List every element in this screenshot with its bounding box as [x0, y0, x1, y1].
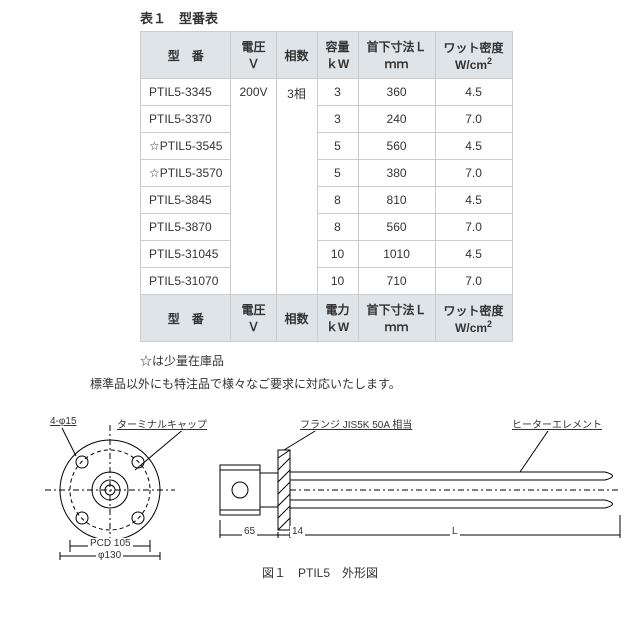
th-model: 型 番	[141, 295, 231, 342]
note-stock: ☆は少量在庫品	[140, 352, 620, 369]
th-model: 型 番	[141, 32, 231, 79]
th-wd: ワット密度W/cm2	[435, 295, 512, 342]
table-row: PTIL5-3845	[141, 187, 231, 214]
label-terminal-cap: ターミナルキャップ	[115, 416, 209, 431]
label-dia: φ130	[96, 550, 123, 561]
label-heater: ヒーターエレメント	[510, 416, 604, 431]
th-phase: 相数	[276, 295, 317, 342]
table-row: ☆PTIL5-3570	[141, 160, 231, 187]
label-14: 14	[290, 526, 305, 537]
label-holes: 4-φ15	[48, 416, 79, 427]
diagram-caption: 図１ PTIL5 外形図	[20, 564, 620, 581]
outline-diagram: 4-φ15 ターミナルキャップ フランジ JIS5K 50A 相当 ヒーターエレ…	[20, 410, 640, 560]
th-voltage: 電圧Ｖ	[231, 32, 276, 79]
label-L: L	[450, 526, 460, 537]
th-length: 首下寸法Ｌｍｍ	[358, 295, 435, 342]
table-row: PTIL5-3345	[141, 79, 231, 106]
table-row: PTIL5-31070	[141, 268, 231, 295]
table-row: ☆PTIL5-3545	[141, 133, 231, 160]
model-table: 型 番 電圧Ｖ 相数 容量ｋW 首下寸法Ｌｍｍ ワット密度W/cm2 PTIL5…	[140, 31, 513, 342]
label-flange: フランジ JIS5K 50A 相当	[298, 416, 414, 431]
label-65: 65	[242, 526, 257, 537]
table-row: PTIL5-3870	[141, 214, 231, 241]
cap-cell: 3	[317, 79, 358, 106]
table-title: 表１ 型番表	[140, 8, 620, 27]
th-length: 首下寸法Ｌｍｍ	[358, 32, 435, 79]
th-voltage: 電圧Ｖ	[231, 295, 276, 342]
th-wd: ワット密度W/cm2	[435, 32, 512, 79]
wd-cell: 4.5	[435, 79, 512, 106]
th-capacity: 容量ｋW	[317, 32, 358, 79]
label-pcd: PCD 105	[88, 538, 133, 549]
th-phase: 相数	[276, 32, 317, 79]
note-custom: 標準品以外にも特注品で様々なご要求に対応いたします。	[90, 375, 620, 392]
len-cell: 360	[358, 79, 435, 106]
table-row: PTIL5-3370	[141, 106, 231, 133]
th-capacity: 電力ｋW	[317, 295, 358, 342]
voltage-cell: 200V	[231, 79, 276, 295]
table-row: PTIL5-31045	[141, 241, 231, 268]
phase-cell: 3相	[276, 79, 317, 295]
